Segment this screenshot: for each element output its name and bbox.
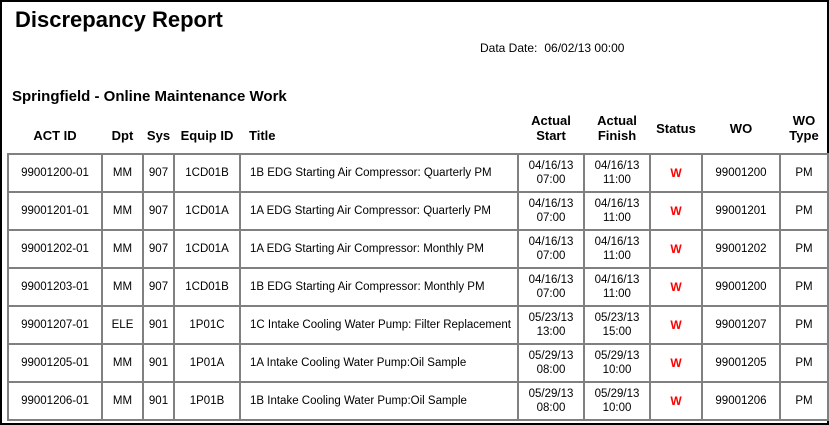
cell-dpt: MM	[101, 229, 144, 269]
cell-actual-finish: 05/29/13 10:00	[583, 381, 651, 421]
header-wo-type: WO Type	[789, 113, 819, 143]
cell-wo: 99001201	[701, 191, 781, 231]
cell-actual-start: 04/16/13 07:00	[517, 267, 585, 307]
cell-title: 1B EDG Starting Air Compressor: Monthly …	[239, 267, 519, 307]
cell-act-id: 99001202-01	[7, 229, 103, 269]
status-badge: W	[649, 343, 703, 383]
cell-wo-type: PM	[779, 191, 829, 231]
header-act-id: ACT ID	[33, 128, 77, 143]
header-wo: WO	[729, 121, 753, 136]
cell-dpt: MM	[101, 343, 144, 383]
cell-sys: 907	[142, 229, 175, 269]
cell-equip-id: 1CD01B	[173, 267, 241, 307]
cell-actual-finish: 05/23/13 15:00	[583, 305, 651, 345]
cell-title: 1A EDG Starting Air Compressor: Monthly …	[239, 229, 519, 269]
cell-actual-finish: 04/16/13 11:00	[583, 229, 651, 269]
header-title: Title	[249, 128, 276, 143]
cell-equip-id: 1P01B	[173, 381, 241, 421]
table-header-row: ACT ID Dpt Sys Equip ID Title Actual Sta…	[8, 110, 828, 154]
cell-actual-start: 05/29/13 08:00	[517, 343, 585, 383]
cell-wo: 99001200	[701, 153, 781, 193]
cell-act-id: 99001200-01	[7, 153, 103, 193]
table-row: 99001207-01 ELE 901 1P01C 1C Intake Cool…	[7, 305, 829, 345]
maintenance-work-table: ACT ID Dpt Sys Equip ID Title Actual Sta…	[7, 110, 829, 421]
cell-title: 1A EDG Starting Air Compressor: Quarterl…	[239, 191, 519, 231]
cell-wo: 99001207	[701, 305, 781, 345]
cell-dpt: ELE	[101, 305, 144, 345]
cell-dpt: MM	[101, 267, 144, 307]
cell-wo-type: PM	[779, 305, 829, 345]
header-dpt: Dpt	[111, 128, 134, 143]
cell-sys: 907	[142, 191, 175, 231]
cell-dpt: MM	[101, 381, 144, 421]
cell-wo-type: PM	[779, 229, 829, 269]
status-badge: W	[649, 229, 703, 269]
cell-equip-id: 1CD01A	[173, 229, 241, 269]
header-sys: Sys	[146, 128, 171, 143]
header-equip-id: Equip ID	[180, 128, 234, 143]
cell-actual-start: 04/16/13 07:00	[517, 229, 585, 269]
cell-actual-start: 04/16/13 07:00	[517, 191, 585, 231]
status-badge: W	[649, 267, 703, 307]
cell-actual-finish: 04/16/13 11:00	[583, 191, 651, 231]
cell-wo: 99001202	[701, 229, 781, 269]
cell-title: 1B EDG Starting Air Compressor: Quarterl…	[239, 153, 519, 193]
cell-act-id: 99001203-01	[7, 267, 103, 307]
header-status: Status	[656, 121, 696, 136]
table-row: 99001203-01 MM 907 1CD01B 1B EDG Startin…	[7, 267, 829, 307]
cell-wo-type: PM	[779, 267, 829, 307]
cell-wo-type: PM	[779, 343, 829, 383]
cell-equip-id: 1P01A	[173, 343, 241, 383]
header-actual-start: Actual Start	[531, 113, 571, 143]
page-title: Discrepancy Report	[15, 7, 223, 32]
header-actual-finish: Actual Finish	[597, 113, 637, 143]
table-row: 99001205-01 MM 901 1P01A 1A Intake Cooli…	[7, 343, 829, 383]
cell-dpt: MM	[101, 153, 144, 193]
report-subtitle: Springfield - Online Maintenance Work	[12, 88, 287, 105]
cell-sys: 907	[142, 267, 175, 307]
cell-wo-type: PM	[779, 381, 829, 421]
cell-wo: 99001206	[701, 381, 781, 421]
cell-actual-finish: 04/16/13 11:00	[583, 267, 651, 307]
table-row: 99001200-01 MM 907 1CD01B 1B EDG Startin…	[7, 153, 829, 193]
cell-sys: 901	[142, 343, 175, 383]
cell-act-id: 99001201-01	[7, 191, 103, 231]
cell-wo: 99001205	[701, 343, 781, 383]
cell-act-id: 99001205-01	[7, 343, 103, 383]
cell-title: 1C Intake Cooling Water Pump: Filter Rep…	[239, 305, 519, 345]
cell-sys: 901	[142, 381, 175, 421]
cell-title: 1A Intake Cooling Water Pump:Oil Sample	[239, 343, 519, 383]
cell-dpt: MM	[101, 191, 144, 231]
status-badge: W	[649, 305, 703, 345]
cell-actual-start: 04/16/13 07:00	[517, 153, 585, 193]
cell-act-id: 99001207-01	[7, 305, 103, 345]
status-badge: W	[649, 153, 703, 193]
cell-act-id: 99001206-01	[7, 381, 103, 421]
cell-sys: 907	[142, 153, 175, 193]
cell-equip-id: 1P01C	[173, 305, 241, 345]
cell-actual-finish: 05/29/13 10:00	[583, 343, 651, 383]
cell-actual-start: 05/29/13 08:00	[517, 381, 585, 421]
status-badge: W	[649, 381, 703, 421]
cell-sys: 901	[142, 305, 175, 345]
status-badge: W	[649, 191, 703, 231]
cell-title: 1B Intake Cooling Water Pump:Oil Sample	[239, 381, 519, 421]
cell-wo-type: PM	[779, 153, 829, 193]
cell-actual-finish: 04/16/13 11:00	[583, 153, 651, 193]
data-date-label: Data Date:	[480, 41, 538, 55]
table-row: 99001206-01 MM 901 1P01B 1B Intake Cooli…	[7, 381, 829, 421]
data-date-value: 06/02/13 00:00	[544, 41, 625, 55]
cell-actual-start: 05/23/13 13:00	[517, 305, 585, 345]
data-date: Data Date: 06/02/13 00:00	[480, 41, 624, 55]
cell-wo: 99001200	[701, 267, 781, 307]
cell-equip-id: 1CD01B	[173, 153, 241, 193]
cell-equip-id: 1CD01A	[173, 191, 241, 231]
table-row: 99001202-01 MM 907 1CD01A 1A EDG Startin…	[7, 229, 829, 269]
table-row: 99001201-01 MM 907 1CD01A 1A EDG Startin…	[7, 191, 829, 231]
